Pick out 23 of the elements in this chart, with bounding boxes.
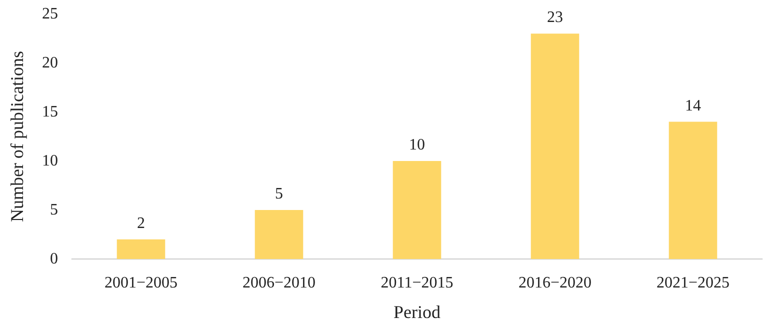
bar (254, 210, 304, 259)
y-axis-title: Number of publications (7, 51, 27, 222)
x-tick-label: 2001−2005 (104, 274, 178, 292)
y-tick-label: 0 (50, 250, 58, 268)
x-tick-label: 2011−2015 (380, 274, 454, 292)
y-tick-label: 15 (42, 104, 58, 120)
data-label: 5 (275, 186, 283, 202)
data-label: 10 (409, 136, 425, 154)
y-tick-label: 10 (42, 152, 58, 170)
y-tick-label: 20 (42, 54, 58, 72)
y-tick-label: 25 (42, 6, 58, 22)
x-axis-title: Period (394, 302, 440, 322)
bar (530, 34, 580, 259)
y-tick-label: 5 (50, 202, 58, 218)
data-label: 2 (137, 214, 145, 232)
x-tick-label: 2021−2025 (656, 274, 730, 292)
x-tick-label: 2016−2020 (518, 274, 592, 292)
bar (668, 122, 718, 259)
data-label: 23 (547, 9, 563, 26)
bar (392, 161, 442, 259)
x-tick-label: 2006−2010 (242, 274, 316, 292)
data-label: 14 (685, 97, 701, 114)
bar (116, 239, 166, 259)
